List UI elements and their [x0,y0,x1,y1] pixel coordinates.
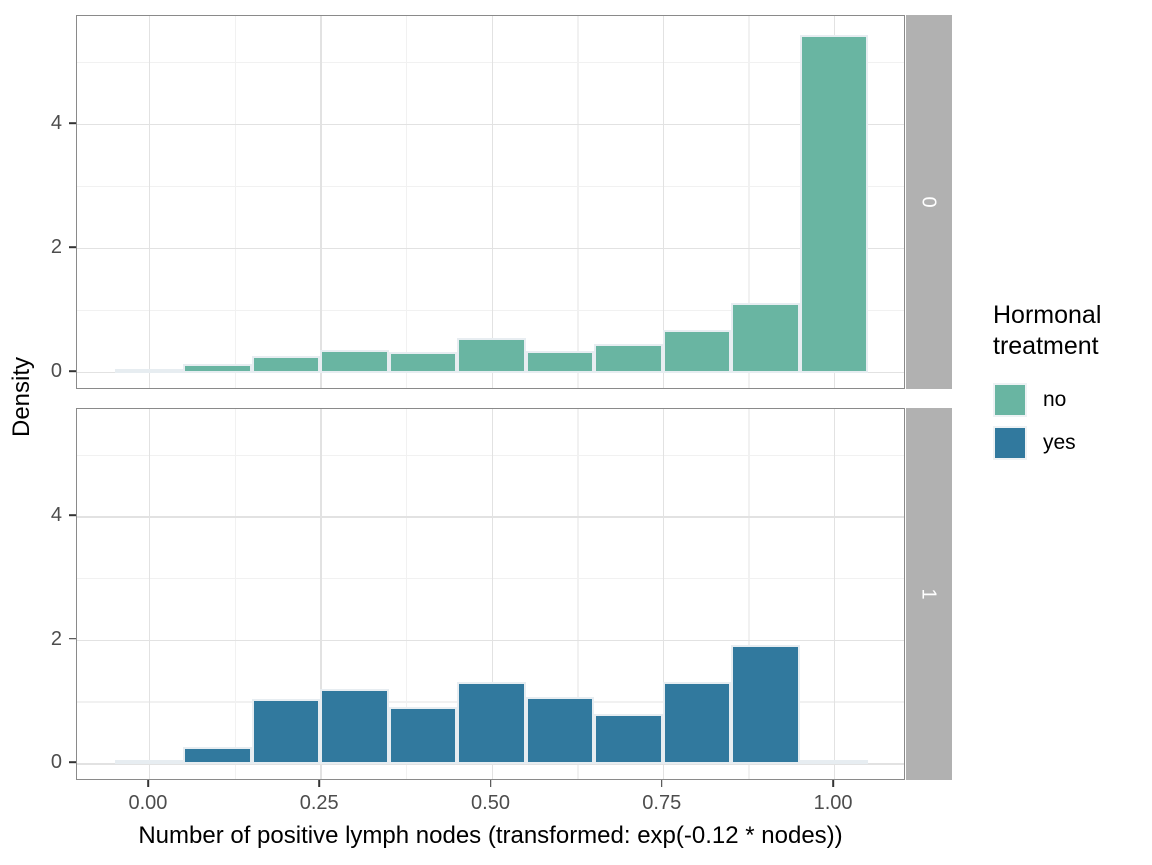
histogram-bar [525,697,595,764]
legend-entry-no: no [993,378,1101,421]
y-tick-mark [69,637,76,640]
facet-panel-0 [76,15,905,389]
histogram-bar [457,682,526,764]
y-minor-gridline [77,309,904,312]
y-tick-label: 4 [50,504,62,527]
x-tick-label: 0.50 [471,792,510,814]
legend-entry-yes: yes [993,421,1101,464]
y-minor-gridline [77,454,904,457]
x-minor-gridline [748,16,750,388]
histogram-bar [799,34,869,373]
x-tick-mark [832,780,834,787]
facet-strip-1-label: 1 [918,588,940,600]
y-tick-mark [69,122,76,124]
x-major-gridline [320,409,322,779]
histogram-bar [251,698,321,764]
histogram-bar [114,759,184,764]
histogram-bar [662,330,732,373]
y-tick-label: 2 [50,627,62,650]
x-tick-mark [660,780,663,787]
y-major-gridline [77,372,904,374]
y-minor-gridline [77,185,904,188]
x-major-gridline [662,16,665,388]
y-tick-label: 2 [50,235,62,258]
histogram-bar [457,338,526,373]
y-tick-mark [69,761,76,763]
facet-panel-1 [76,408,905,780]
x-major-gridline [320,16,322,388]
x-axis-title: Number of positive lymph nodes (transfor… [138,822,843,849]
histogram-bar [594,714,663,764]
y-tick-label: 4 [50,111,62,134]
histogram-bar [525,350,595,373]
y-tick-label: 0 [50,360,62,382]
legend-swatch-yes [993,425,1027,460]
x-tick-mark [147,780,149,787]
y-tick-mark [69,246,76,248]
y-major-gridline [77,763,904,765]
facet-strip-1: 1 [906,408,952,780]
histogram-bar [320,688,389,764]
x-major-gridline [148,409,151,779]
x-minor-gridline [234,16,236,388]
y-minor-gridline [77,61,904,64]
histogram-bar [799,759,869,764]
x-tick-label: 0.75 [642,792,682,814]
x-minor-gridline [748,409,750,779]
histogram-bar [183,746,252,764]
histogram-bar [183,364,252,373]
y-major-gridline [77,123,904,126]
x-tick-label: 0.00 [128,792,168,814]
x-major-gridline [491,16,493,388]
legend: Hormonal treatment no yes [993,300,1101,464]
x-major-gridline [662,409,665,779]
y-major-gridline [77,639,904,642]
histogram-bar [731,644,800,764]
histogram-bar [251,356,321,373]
legend-swatch-no [993,382,1027,417]
legend-title: Hormonal treatment [993,300,1101,362]
y-minor-gridline [77,578,904,580]
histogram-bar [388,706,458,764]
histogram-bar [320,349,389,373]
x-major-gridline [491,409,493,779]
legend-label-no: no [1043,387,1067,411]
x-major-gridline [834,409,836,779]
legend-label-yes: yes [1043,430,1076,454]
histogram-bar [114,368,184,373]
histogram-bar [662,682,732,764]
y-tick-mark [69,370,76,372]
x-minor-gridline [405,16,408,388]
y-axis-title: Density [8,356,35,438]
histogram-bar [594,344,663,373]
x-major-gridline [148,16,151,388]
histogram-bar [731,303,800,373]
y-tick-label: 0 [50,751,62,774]
histogram-bar [388,352,458,373]
x-minor-gridline [577,409,579,779]
y-major-gridline [77,516,904,518]
y-major-gridline [77,247,904,250]
legend-title-line1: Hormonal [993,301,1102,329]
x-tick-label: 1.00 [813,792,853,814]
facet-strip-0-label: 0 [918,196,940,208]
x-minor-gridline [577,16,579,388]
x-minor-gridline [234,409,236,779]
x-tick-label: 0.25 [299,792,339,814]
y-tick-mark [69,514,76,517]
x-tick-mark [318,780,321,787]
x-minor-gridline [405,409,408,779]
legend-entries: no yes [993,378,1101,464]
x-tick-mark [489,780,492,787]
legend-title-line2: treatment [993,332,1099,360]
facet-strip-0: 0 [906,15,952,389]
